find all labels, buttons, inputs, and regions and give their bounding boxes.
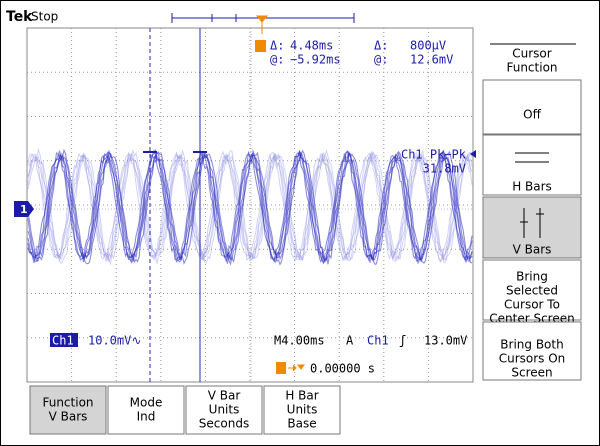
waveform-trace — [27, 150, 473, 264]
menu-button-label: Screen — [511, 366, 552, 380]
readout: −5.92ms — [290, 53, 341, 67]
trigger-position: 0.00000 s — [310, 362, 375, 376]
channel-box — [50, 333, 78, 347]
menu-button-label: Off — [523, 108, 541, 122]
menu-button[interactable] — [482, 196, 582, 259]
trigger-level: 13.0mV — [424, 334, 467, 348]
menu-button-label: Units — [209, 403, 240, 417]
waveform-trace — [27, 152, 473, 263]
menu-button[interactable] — [29, 385, 107, 435]
trigger-slope: ʃ — [399, 334, 406, 348]
trigger-pos-icon — [276, 362, 286, 374]
menu-button[interactable] — [482, 134, 582, 196]
menu-button[interactable] — [185, 385, 263, 435]
channel-marker: 1 — [20, 203, 28, 216]
menu-title: Function — [506, 61, 557, 75]
menu-button-label: V Bars — [49, 410, 88, 424]
menu-button-label: Seconds — [199, 417, 249, 431]
trigger-icon — [255, 40, 266, 52]
vbars-icon — [520, 208, 544, 238]
menu-button-label: V Bar — [208, 389, 241, 403]
menu-button-label: Function — [42, 396, 93, 410]
menu-button[interactable] — [482, 79, 582, 135]
waveform-trace — [27, 149, 473, 264]
menu-button[interactable] — [107, 385, 185, 435]
waveform-trace — [27, 148, 473, 265]
level-arrow — [470, 150, 476, 158]
menu-button-label: Cursor To — [504, 298, 560, 312]
readout: Δ: — [374, 39, 388, 53]
waveform-trace — [27, 154, 473, 260]
menu-button[interactable] — [263, 385, 341, 435]
trigger-pos-arrow — [288, 364, 305, 372]
menu-button-label: Selected — [506, 284, 558, 298]
menu-button-label: V Bars — [513, 243, 552, 257]
menu-button-label: Units — [287, 403, 318, 417]
readout: 800µV — [410, 39, 446, 53]
menu-button-label: Base — [287, 417, 316, 431]
timebase: M4.00ms — [274, 334, 325, 348]
menu-title: Cursor — [512, 47, 552, 61]
waveform-trace — [27, 150, 473, 263]
status: Stop — [31, 10, 58, 24]
trigger-source: Ch1 — [367, 334, 389, 348]
readout: @: — [270, 53, 284, 67]
waveform-trace — [27, 148, 473, 266]
mode: A — [346, 334, 354, 348]
menu-button-label: H Bars — [512, 180, 552, 194]
readout: 12.6mV — [410, 53, 453, 67]
readout: Δ: — [270, 39, 284, 53]
menu-button-label: Ind — [137, 410, 156, 424]
scale: 10.0mV∿ — [88, 334, 141, 348]
waveform-trace — [27, 152, 473, 263]
channel: Ch1 — [52, 334, 74, 348]
measurement-value: 31.8mV — [423, 162, 466, 176]
menu-button-label: Bring Both — [500, 338, 563, 352]
brand: Tek — [6, 9, 33, 25]
menu-button[interactable] — [482, 259, 582, 321]
waveforms — [27, 148, 473, 266]
menu-button[interactable] — [482, 321, 582, 381]
menu-button-label: Bring — [516, 270, 548, 284]
menu-button-label: H Bar — [285, 389, 318, 403]
waveform-trace — [27, 151, 473, 264]
menu-button-label: Cursors On — [499, 352, 566, 366]
readout: 4.48ms — [290, 39, 333, 53]
waveform-trace — [27, 148, 473, 266]
readout: @: — [374, 53, 388, 67]
measurement-label: Ch1 Pk−Pk — [401, 148, 467, 162]
trigger-marker — [255, 15, 269, 34]
menu-title-bg — [483, 30, 581, 78]
menu-button-label: Mode — [130, 396, 163, 410]
channel-marker-bg — [14, 201, 34, 217]
hbars-icon — [515, 152, 549, 163]
